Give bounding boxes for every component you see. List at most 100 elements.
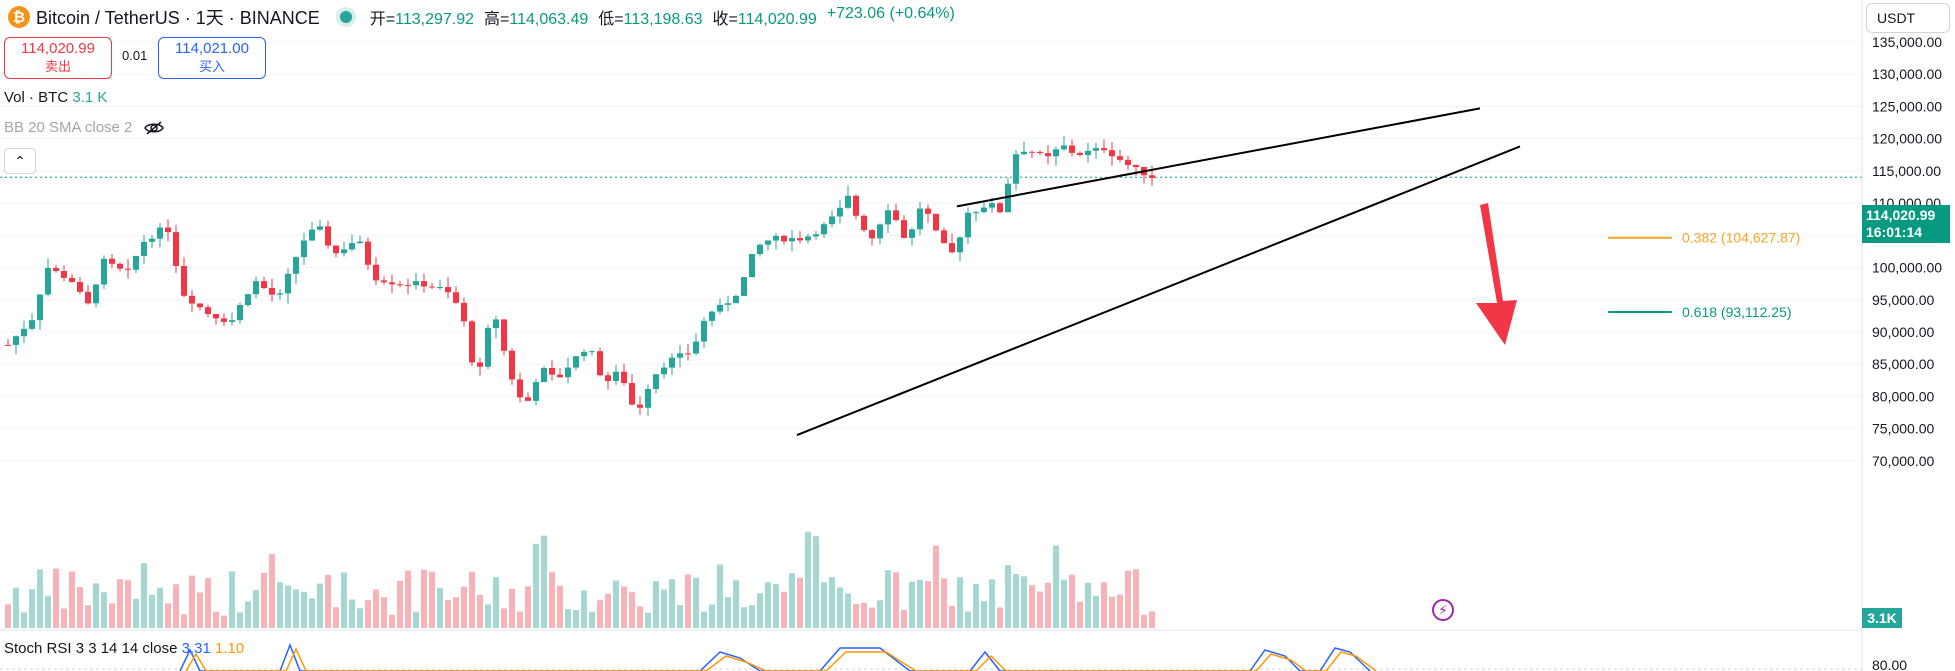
volume-bar — [293, 589, 299, 628]
volume-bar — [93, 583, 99, 628]
candle-body — [637, 404, 643, 408]
stoch-d-value: 1.10 — [214, 640, 245, 657]
sell-price: 114,020.99 — [21, 40, 95, 57]
candle-body — [917, 208, 923, 230]
collapse-legend-button[interactable]: ⌃ — [4, 148, 36, 174]
stoch-tick-label: 80.00 — [1872, 657, 1907, 671]
candle-body — [861, 215, 867, 231]
flash-icon[interactable]: ⚡ — [1432, 599, 1454, 621]
down-arrow[interactable] — [1476, 203, 1517, 345]
volume-bar — [365, 600, 371, 628]
volume-bar — [493, 576, 499, 628]
candle-body — [325, 226, 331, 246]
volume-bar — [661, 589, 667, 628]
volume-bar — [1061, 579, 1067, 628]
price-axis[interactable]: 135,000.00 130,000.00 125,000.00 120,000.00… — [1861, 0, 1942, 671]
candle-body — [1149, 175, 1155, 178]
volume-bar — [973, 583, 979, 628]
volume-bar — [605, 593, 611, 628]
fib-levels[interactable]: 0.382 (104,627.87) 0.618 (93,112.25) — [1608, 230, 1800, 320]
volume-bar — [437, 587, 443, 628]
currency-select[interactable]: USDT — [1866, 3, 1950, 33]
volume-bar — [829, 577, 835, 628]
volume-bar — [813, 536, 819, 628]
buy-button[interactable]: 114,021.00 买入 — [158, 37, 266, 79]
candle-body — [981, 207, 987, 213]
candle-body — [45, 268, 51, 295]
stoch-rsi-legend[interactable]: Stoch RSI 3 3 14 14 close 3.31 1.10 — [4, 640, 244, 657]
candle-body — [237, 305, 243, 321]
volume-bar — [1021, 576, 1027, 628]
candle-body — [749, 254, 755, 278]
candle-body — [221, 318, 227, 322]
volume-bar — [381, 597, 387, 628]
volume-bar — [725, 596, 731, 628]
volume-bar — [133, 598, 139, 628]
volume-bar — [541, 535, 547, 628]
candle-body — [1029, 151, 1035, 153]
eye-off-icon[interactable] — [143, 120, 165, 136]
candle-body — [717, 304, 723, 312]
volume-bar — [501, 608, 507, 628]
volume-label: Vol · BTC — [4, 89, 69, 106]
chevron-up-icon: ⌃ — [14, 152, 26, 169]
sell-button[interactable]: 114,020.99 卖出 — [4, 37, 112, 79]
y-tick-label: 95,000.00 — [1872, 292, 1934, 308]
candle-body — [973, 212, 979, 214]
bb-label: BB 20 SMA close 2 — [4, 119, 133, 136]
volume-bar — [677, 605, 683, 628]
symbol-title[interactable]: Bitcoin / TetherUS · 1天 · BINANCE — [36, 8, 320, 28]
volume-bar — [941, 578, 947, 628]
price-grid — [0, 41, 1862, 670]
open-label: 开= — [369, 11, 396, 28]
candle-body — [621, 371, 627, 384]
candle-body — [485, 328, 491, 367]
candle-body — [197, 303, 203, 308]
volume-bar — [685, 574, 691, 628]
volume-bar — [485, 604, 491, 628]
candle-body — [165, 227, 171, 233]
candle-body — [1101, 148, 1107, 151]
volume-bar — [261, 572, 267, 628]
volume-bar — [461, 586, 467, 628]
volume-bar — [237, 612, 243, 628]
bb-indicator-legend[interactable]: BB 20 SMA close 2 — [4, 119, 165, 136]
candle-body — [349, 243, 355, 250]
candle-body — [1085, 150, 1091, 156]
volume-bar — [581, 590, 587, 628]
volume-bar — [821, 582, 827, 628]
candle-body — [1069, 145, 1075, 153]
y-tick-label: 130,000.00 — [1872, 66, 1942, 82]
volume-bar — [85, 605, 91, 628]
candle-body — [53, 268, 59, 272]
candle-body — [493, 319, 499, 329]
candle-body — [765, 240, 771, 245]
volume-bar — [157, 587, 163, 628]
candle-body — [901, 220, 907, 238]
candle-body — [261, 281, 267, 289]
candle-body — [1045, 153, 1051, 157]
volume-bar — [525, 586, 531, 628]
volume-bar — [989, 579, 995, 628]
volume-bar — [733, 580, 739, 628]
volume-bar — [205, 578, 211, 628]
symbol-header: ₿ Bitcoin / TetherUS · 1天 · BINANCE 开=11… — [0, 0, 955, 34]
candle-body — [829, 216, 835, 225]
candle-body — [413, 281, 419, 286]
candle-body — [741, 277, 747, 296]
candle-body — [541, 367, 547, 383]
volume-indicator-legend[interactable]: Vol · BTC 3.1 K — [4, 89, 107, 106]
candle-body — [597, 351, 603, 376]
volume-bar — [1053, 545, 1059, 628]
candle-body — [61, 271, 67, 278]
candle-body — [557, 374, 563, 378]
volume-bar — [1045, 582, 1051, 628]
candle-body — [469, 321, 475, 363]
candle-body — [965, 212, 971, 238]
volume-bar — [509, 588, 515, 628]
volume-bar — [197, 592, 203, 628]
trendlines[interactable] — [796, 107, 1521, 437]
volume-bar — [621, 586, 627, 628]
volume-bar — [21, 612, 27, 628]
